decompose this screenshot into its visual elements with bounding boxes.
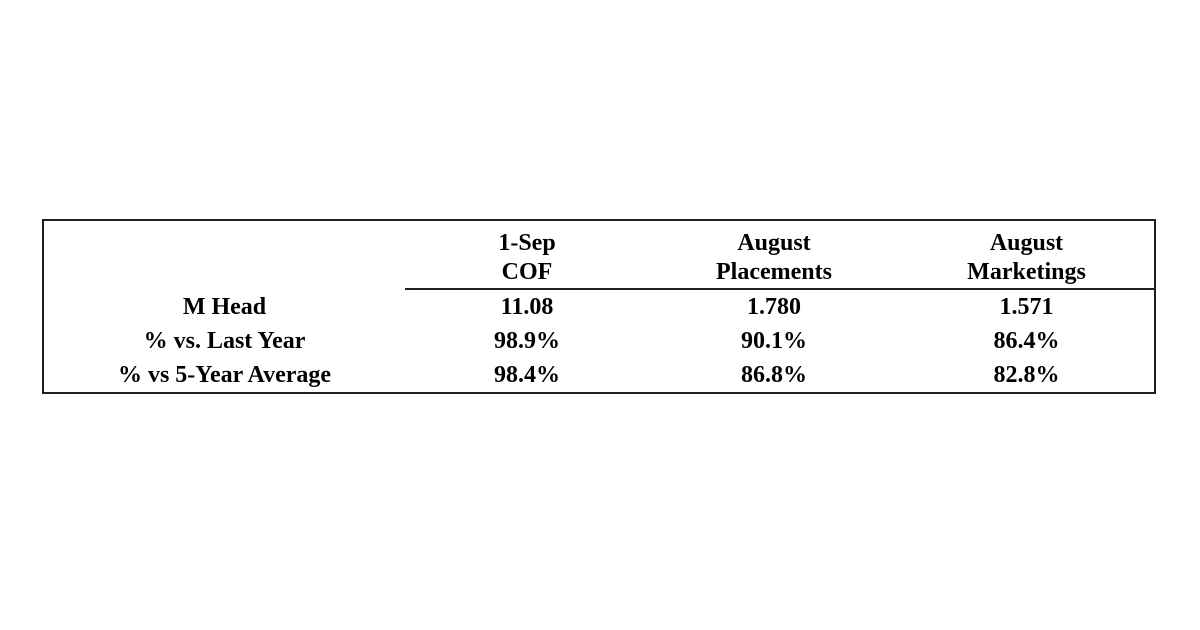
value-cell: 98.4% xyxy=(494,362,560,388)
value-cell: 11.08 xyxy=(500,294,554,320)
row-label: % vs. Last Year xyxy=(143,328,306,354)
column-header-line: 1-Sep xyxy=(498,229,556,256)
column-header-1-sep-cof: 1-Sep COF xyxy=(405,221,649,290)
row-label: % vs 5-Year Average xyxy=(117,362,332,388)
table-row-pct-vs-last-year: % vs. Last Year 98.9% 90.1% 86.4% xyxy=(44,324,1154,358)
value-cell: 90.1% xyxy=(741,328,807,354)
column-header-line: August xyxy=(737,229,811,256)
value-cell: 86.4% xyxy=(993,328,1060,354)
column-header-line: Marketings xyxy=(967,258,1086,285)
data-table-frame: 1-Sep COF August Placements August Marke… xyxy=(42,219,1156,394)
value-cell: 86.8% xyxy=(741,362,807,388)
row-label: M Head xyxy=(182,293,267,320)
value-cell: 1.571 xyxy=(999,294,1054,320)
column-header-line: Placements xyxy=(716,258,832,285)
column-header-august-placements: August Placements xyxy=(649,221,899,290)
table-body: M Head 11.08 1.780 1.571 % vs. Last Year… xyxy=(44,289,1154,392)
column-header-line: August xyxy=(989,229,1064,256)
column-header-august-marketings: August Marketings xyxy=(899,221,1154,290)
header-empty-cell xyxy=(44,221,405,289)
header-row: 1-Sep COF August Placements August Marke… xyxy=(44,221,1154,290)
value-cell: 98.9% xyxy=(494,328,560,354)
value-cell: 82.8% xyxy=(993,362,1060,388)
summary-table: 1-Sep COF August Placements August Marke… xyxy=(44,221,1154,392)
table-row-m-head: M Head 11.08 1.780 1.571 xyxy=(44,289,1154,324)
table-row-pct-vs-5-year-average: % vs 5-Year Average 98.4% 86.8% 82.8% xyxy=(44,358,1154,392)
value-cell: 1.780 xyxy=(747,294,801,320)
table-header: 1-Sep COF August Placements August Marke… xyxy=(44,221,1154,290)
column-header-line: COF xyxy=(501,258,553,285)
